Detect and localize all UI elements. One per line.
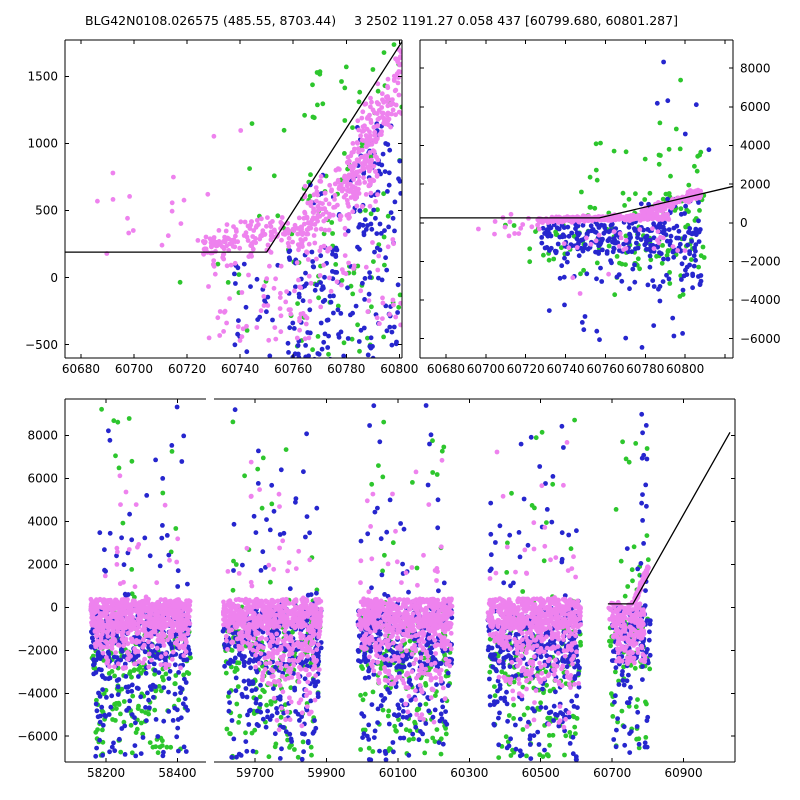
x-tick-label: 60300 xyxy=(450,766,488,780)
x-tick-label: 60100 xyxy=(379,766,417,780)
y-tick-label: 8000 xyxy=(740,61,771,75)
y-tick-label: −2000 xyxy=(740,255,781,269)
title-fit-params: 3 2502 1191.27 0.058 437 [60799.680, 608… xyxy=(354,13,678,28)
scatter-points xyxy=(420,59,733,350)
axes-spines xyxy=(419,39,734,359)
y-tick-label: 0 xyxy=(50,601,58,615)
tick-labels: 60680 60700 60720 60740 60760 60780 60800 −6000… xyxy=(427,61,781,376)
y-tick-label: 6000 xyxy=(740,100,771,114)
scatter-points xyxy=(88,404,193,759)
tick-marks xyxy=(65,40,402,358)
tick-labels: 59700 59900 60100 60300 60500 60700 60900 xyxy=(236,766,703,780)
panel-bottom-right: 59700 59900 60100 60300 60500 60700 60900 xyxy=(214,398,736,780)
tick-marks xyxy=(254,399,735,762)
panel-top-left: 60680 60700 60720 60740 60760 60780 60800 −500 0… xyxy=(25,39,418,376)
x-tick-label: 58200 xyxy=(87,766,125,780)
x-tick-label: 60760 xyxy=(274,362,312,376)
y-tick-label: 6000 xyxy=(27,472,58,486)
y-tick-label: 2000 xyxy=(27,558,58,572)
y-tick-label: 8000 xyxy=(27,429,58,443)
y-tick-label: 1000 xyxy=(27,137,58,151)
panel-top-right: 60680 60700 60720 60740 60760 60780 60800 −6000… xyxy=(419,39,781,376)
y-tick-label: 500 xyxy=(35,204,58,218)
x-tick-label: 60740 xyxy=(546,362,584,376)
x-tick-label: 60780 xyxy=(327,362,365,376)
x-tick-label: 60720 xyxy=(168,362,206,376)
x-tick-label: 58400 xyxy=(158,766,196,780)
axes-spines xyxy=(64,398,206,763)
x-tick-label: 60680 xyxy=(62,362,100,376)
title-object-id: BLG42N0108.026575 (485.55, 8703.44) xyxy=(85,13,337,28)
panel-bottom-left: 58200 58400 −6000 −4000 −2000 0 2000 4000 6000 80… xyxy=(17,398,206,780)
model-line xyxy=(420,185,733,219)
x-tick-label: 60900 xyxy=(664,766,702,780)
scatter-points xyxy=(220,403,731,762)
tick-labels: 60680 60700 60720 60740 60760 60780 60800 −500 0… xyxy=(25,70,418,376)
y-tick-label: 4000 xyxy=(27,515,58,529)
x-tick-label: 60740 xyxy=(221,362,259,376)
x-tick-label: 60680 xyxy=(427,362,465,376)
x-tick-label: 59900 xyxy=(307,766,345,780)
figure-title: BLG42N0108.026575 (485.55, 8703.44) 3 25… xyxy=(85,13,678,28)
x-tick-label: 60780 xyxy=(626,362,664,376)
x-tick-label: 60760 xyxy=(586,362,624,376)
y-tick-label: −6000 xyxy=(17,729,58,743)
x-tick-label: 60720 xyxy=(507,362,545,376)
y-tick-label: 0 xyxy=(740,216,748,230)
y-tick-label: −2000 xyxy=(17,644,58,658)
x-tick-label: 60700 xyxy=(467,362,505,376)
y-tick-label: −4000 xyxy=(740,293,781,307)
tick-marks xyxy=(420,40,733,358)
axes-spines xyxy=(214,398,736,763)
tick-labels: 58200 58400 −6000 −4000 −2000 0 2000 4000 6000 80… xyxy=(17,429,196,780)
x-tick-label: 60700 xyxy=(593,766,631,780)
model-line xyxy=(65,41,402,253)
x-tick-label: 59700 xyxy=(236,766,274,780)
model-line xyxy=(607,431,731,605)
y-tick-label: 1500 xyxy=(27,70,58,84)
y-tick-label: −6000 xyxy=(740,332,781,346)
y-tick-label: 4000 xyxy=(740,139,771,153)
x-tick-label: 60800 xyxy=(666,362,704,376)
tick-marks xyxy=(65,399,178,762)
y-tick-label: −500 xyxy=(25,338,58,352)
x-tick-label: 60500 xyxy=(522,766,560,780)
x-tick-label: 60800 xyxy=(380,362,418,376)
y-tick-label: −4000 xyxy=(17,686,58,700)
scatter-points xyxy=(65,41,402,358)
x-tick-label: 60700 xyxy=(115,362,153,376)
y-tick-label: 2000 xyxy=(740,177,771,191)
y-tick-label: 0 xyxy=(50,271,58,285)
